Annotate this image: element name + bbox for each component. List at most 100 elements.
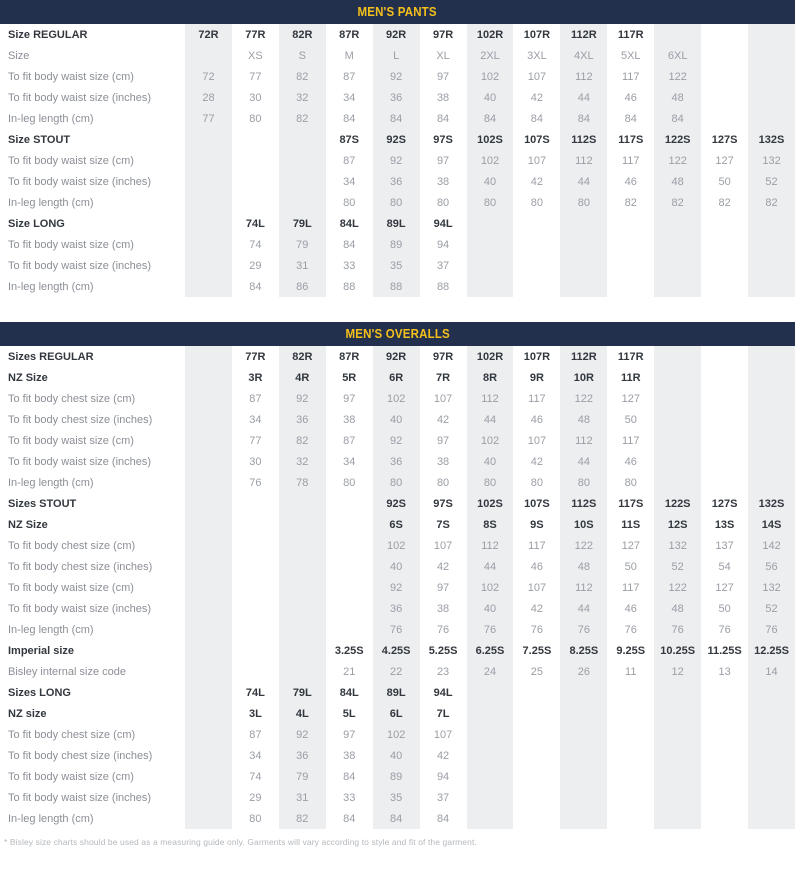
size-cell [701, 388, 749, 409]
size-cell [748, 255, 795, 276]
row-label: To fit body chest size (inches) [0, 556, 185, 577]
size-cell: 92 [372, 66, 420, 87]
table-row: To fit body chest size (inches) 40 42 44 46 4… [0, 556, 795, 577]
row-label: To fit body waist size (cm) [0, 234, 185, 255]
size-cell: 34 [231, 745, 279, 766]
size-cell: 117 [513, 388, 561, 409]
size-cell [513, 766, 561, 787]
size-cell: 97 [419, 150, 467, 171]
size-cell: 38 [419, 598, 467, 619]
size-cell [231, 150, 279, 171]
table-row: Size REGULAR 72R 77R 82R 87R 92R 97R 102R 107R 11… [0, 24, 795, 45]
row-label: To fit body waist size (inches) [0, 598, 185, 619]
size-cell: 7S [419, 514, 467, 535]
size-cell [748, 766, 795, 787]
size-cell [231, 598, 279, 619]
size-cell [654, 367, 702, 388]
size-cell: 102 [372, 724, 420, 745]
size-cell: 97 [325, 388, 373, 409]
row-label: In-leg length (cm) [0, 472, 185, 493]
table-row: To fit body waist size (cm) 74 79 84 89 94 [0, 766, 795, 787]
size-cell [701, 66, 749, 87]
size-cell [654, 787, 702, 808]
size-cell [701, 213, 749, 234]
size-cell: 9S [513, 514, 561, 535]
size-cell [466, 682, 514, 703]
size-cell: 94L [419, 213, 467, 234]
size-cell: 84 [560, 108, 608, 129]
size-cell: 122 [560, 535, 608, 556]
size-cell: 42 [513, 171, 561, 192]
pants-section-title: MEN'S PANTS [357, 5, 438, 19]
size-cell: 77R [231, 346, 279, 367]
size-cell: 117R [607, 24, 655, 45]
size-cell: 107 [419, 724, 467, 745]
size-cell: 107 [513, 577, 561, 598]
size-cell: 77 [231, 430, 279, 451]
size-cell: 76 [560, 619, 608, 640]
size-cell [325, 535, 373, 556]
size-cell [701, 276, 749, 297]
size-cell: 107 [513, 66, 561, 87]
size-cell: 107R [513, 346, 561, 367]
size-cell: 94 [419, 234, 467, 255]
size-cell: 77R [231, 24, 279, 45]
size-cell: 102 [372, 388, 420, 409]
size-cell [701, 108, 749, 129]
size-cell [278, 171, 326, 192]
size-cell [185, 430, 232, 451]
size-cell: 132 [748, 577, 795, 598]
size-cell: 46 [513, 409, 561, 430]
size-cell [748, 724, 795, 745]
size-cell [185, 129, 232, 150]
size-cell: 84 [325, 808, 373, 829]
size-cell: 36 [372, 171, 420, 192]
row-label: Size STOUT [0, 129, 185, 150]
size-cell [231, 640, 279, 661]
size-cell [654, 808, 702, 829]
size-cell: 32 [278, 451, 326, 472]
size-cell [185, 619, 232, 640]
size-cell [607, 703, 655, 724]
size-cell: 11 [607, 661, 655, 682]
size-cell: 42 [419, 409, 467, 430]
size-cell: 76 [607, 619, 655, 640]
size-cell: 8R [466, 367, 514, 388]
size-cell [748, 787, 795, 808]
size-cell: 4L [278, 703, 326, 724]
size-cell: 14S [748, 514, 795, 535]
size-cell [513, 745, 561, 766]
size-cell [185, 535, 232, 556]
size-cell: 84L [325, 213, 373, 234]
row-label: To fit body waist size (inches) [0, 255, 185, 276]
size-cell: 30 [231, 451, 279, 472]
size-cell: 112 [560, 430, 608, 451]
row-label: Size REGULAR [0, 24, 185, 45]
size-cell [185, 409, 232, 430]
size-cell: 72 [185, 66, 232, 87]
size-cell [701, 409, 749, 430]
size-cell: 79 [278, 766, 326, 787]
size-cell [513, 724, 561, 745]
size-cell: 76 [466, 619, 514, 640]
size-cell: 34 [325, 87, 373, 108]
size-cell: 40 [372, 745, 420, 766]
row-label: NZ size [0, 703, 185, 724]
table-row: To fit body chest size (inches) 34 36 38 40 4… [0, 409, 795, 430]
size-cell [701, 346, 749, 367]
size-cell: 50 [701, 598, 749, 619]
size-cell: 36 [278, 745, 326, 766]
size-cell [654, 409, 702, 430]
size-cell [701, 87, 749, 108]
size-cell: S [278, 45, 326, 66]
size-cell: 48 [654, 598, 702, 619]
size-cell [466, 766, 514, 787]
size-cell: 84L [325, 682, 373, 703]
size-cell [513, 234, 561, 255]
size-cell [748, 367, 795, 388]
size-cell [513, 276, 561, 297]
size-cell: 127 [607, 388, 655, 409]
size-cell: 107R [513, 24, 561, 45]
row-label: To fit body waist size (cm) [0, 766, 185, 787]
